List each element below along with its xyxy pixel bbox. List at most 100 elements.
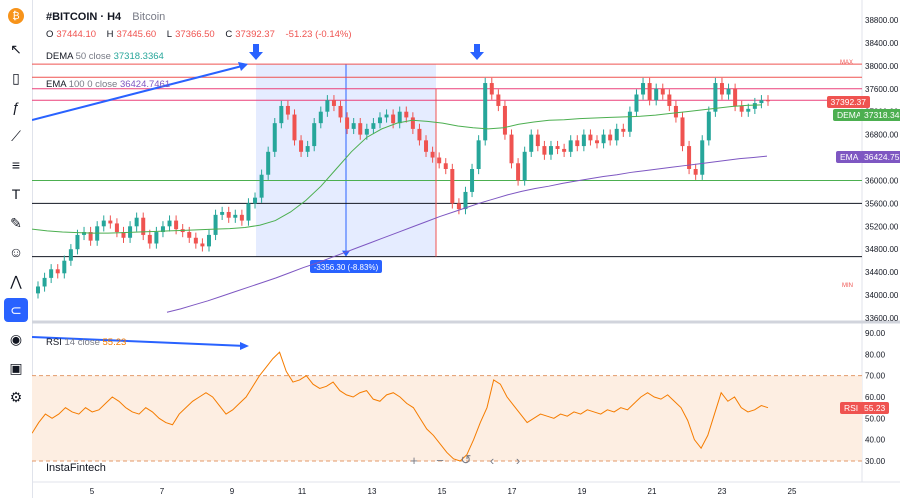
candle bbox=[147, 234, 152, 244]
candle bbox=[516, 163, 521, 181]
candle bbox=[608, 134, 613, 141]
dema-line bbox=[32, 104, 763, 234]
rsi-tick-label: 30.00 bbox=[865, 457, 886, 466]
symbol-name: #BITCOIN · H4 bbox=[46, 11, 122, 23]
candle bbox=[522, 151, 527, 181]
rsi-value: 55.23 bbox=[102, 337, 127, 348]
candle bbox=[766, 100, 770, 102]
candle bbox=[437, 157, 442, 164]
candle bbox=[55, 269, 60, 274]
time-tick-label: 17 bbox=[508, 487, 517, 496]
price-tick-label: 34400.00 bbox=[865, 268, 899, 277]
candle bbox=[279, 105, 284, 124]
candle bbox=[233, 214, 238, 218]
bitcoin-logo-icon[interactable]: ₿ bbox=[8, 8, 24, 24]
ema-legend[interactable]: EMA 100 0 close 36424.7461 bbox=[46, 79, 170, 90]
candle bbox=[174, 220, 179, 230]
candle bbox=[489, 83, 494, 95]
rsi-arrow-head bbox=[240, 342, 249, 350]
trend-arrow bbox=[32, 64, 247, 121]
scroll-left-icon[interactable]: ‹ bbox=[489, 452, 495, 468]
dema-legend[interactable]: DEMA 50 close 37318.3364 bbox=[46, 51, 164, 62]
close-value: 37392.37 bbox=[235, 29, 275, 40]
candle bbox=[187, 232, 192, 238]
candle bbox=[634, 94, 639, 112]
candle bbox=[687, 146, 692, 169]
measure-arrow bbox=[342, 250, 350, 257]
trend-tools-icon[interactable]: ⟋ bbox=[11, 127, 21, 144]
scroll-right-icon[interactable]: › bbox=[515, 452, 521, 468]
candle bbox=[312, 123, 317, 147]
high-label: H bbox=[106, 29, 114, 40]
last-price-badge: 37392.37 bbox=[826, 96, 870, 108]
rsi-label: RSI bbox=[46, 337, 62, 348]
ema-tag: EMA bbox=[836, 151, 863, 163]
candle bbox=[62, 260, 67, 274]
eye-icon[interactable]: ◉ bbox=[9, 330, 23, 347]
rsi-legend[interactable]: RSI 14 close 55.23 bbox=[46, 337, 126, 348]
rsi-tick-label: 80.00 bbox=[865, 350, 886, 359]
candle bbox=[108, 220, 113, 224]
candle bbox=[739, 105, 744, 112]
candle bbox=[470, 169, 475, 192]
open-value: 37444.10 bbox=[56, 29, 97, 40]
candle bbox=[226, 211, 231, 218]
rsi-line bbox=[32, 351, 769, 462]
lock-icon[interactable]: ▣ bbox=[9, 359, 23, 376]
price-tick-label: 34000.00 bbox=[865, 291, 899, 300]
price-tick-label: 36000.00 bbox=[865, 176, 899, 185]
price-chart[interactable]: 33600.00 34000.00 34400.00 34800.00 35200.00… bbox=[32, 0, 900, 498]
candle bbox=[601, 134, 606, 144]
symbol-title: #BITCOIN · H4 Bitcoin bbox=[46, 11, 165, 23]
candle bbox=[424, 140, 429, 152]
candle bbox=[404, 111, 409, 118]
reset-icon[interactable]: ↺ bbox=[460, 452, 472, 467]
price-tick-label: 37600.00 bbox=[865, 85, 899, 94]
candle bbox=[621, 128, 626, 132]
candle bbox=[568, 140, 573, 152]
min-label: MIN bbox=[842, 283, 853, 289]
time-tick-label: 9 bbox=[230, 487, 235, 496]
candle bbox=[82, 232, 87, 235]
cursor-icon[interactable]: ↖ bbox=[10, 40, 22, 57]
candle bbox=[496, 94, 501, 106]
formula-icon[interactable]: ƒ bbox=[12, 99, 20, 115]
candle bbox=[358, 123, 363, 135]
down-arrow-icon bbox=[249, 52, 263, 60]
zoom-out-icon[interactable]: − bbox=[436, 452, 444, 468]
patterns-icon[interactable]: ⋀ bbox=[10, 272, 22, 289]
dema-badge: 37318.34 bbox=[860, 109, 900, 121]
candle bbox=[443, 163, 448, 169]
candle bbox=[299, 140, 304, 152]
rsi-band bbox=[32, 375, 862, 461]
candle bbox=[193, 237, 198, 244]
rsi-tag: RSI bbox=[840, 402, 863, 414]
dema-tag: DEMA bbox=[833, 109, 866, 121]
candle bbox=[450, 169, 455, 204]
fib-icon[interactable]: ≡ bbox=[11, 157, 21, 173]
rsi-tick-label: 50.00 bbox=[865, 414, 886, 423]
text-icon[interactable]: T bbox=[11, 186, 21, 202]
time-tick-label: 15 bbox=[438, 487, 447, 496]
time-tick-label: 25 bbox=[788, 487, 797, 496]
candle bbox=[746, 108, 751, 112]
candle bbox=[88, 232, 93, 241]
rsi-tick-label: 70.00 bbox=[865, 372, 886, 381]
candle bbox=[325, 100, 330, 112]
brand-watermark: InstaFintech bbox=[46, 462, 106, 474]
dema-value: 37318.3364 bbox=[113, 51, 164, 62]
ema-params: 100 0 close bbox=[68, 79, 118, 90]
candle bbox=[42, 277, 47, 287]
left-toolbar: ₿ ↖ ▯ ƒ ⟋ ≡ T ✎ ☺ ⋀ ⊂ ◉ ▣ ⚙ bbox=[0, 0, 33, 498]
brush-icon[interactable]: ✎ bbox=[10, 214, 22, 231]
candle bbox=[641, 83, 646, 95]
zoom-in-icon[interactable]: + bbox=[410, 452, 418, 468]
down-arrow-icon bbox=[470, 52, 484, 60]
candle-style-icon[interactable]: ▯ bbox=[12, 69, 20, 86]
candle bbox=[417, 128, 422, 141]
magnet-icon[interactable]: ⊂ bbox=[4, 298, 28, 322]
price-tick-label: 33600.00 bbox=[865, 314, 899, 323]
settings-icon[interactable]: ⚙ bbox=[9, 388, 23, 405]
emoji-icon[interactable]: ☺ bbox=[8, 244, 24, 260]
candle bbox=[581, 134, 586, 147]
